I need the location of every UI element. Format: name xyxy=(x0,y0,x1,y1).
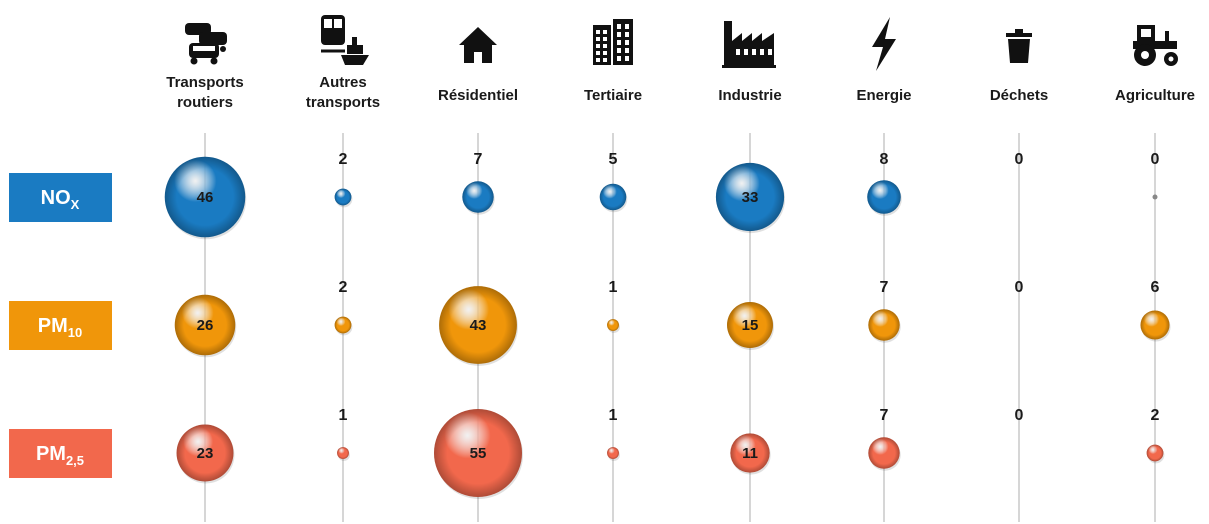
bubble-value-label: 55 xyxy=(470,445,487,462)
bubble-value-label: 0 xyxy=(1151,151,1160,168)
bubble-shade xyxy=(434,409,522,497)
category-label: Energie xyxy=(856,87,911,104)
bubble-value-label: 2 xyxy=(339,151,348,168)
category-label: Résidentiel xyxy=(438,87,518,104)
category-label: Déchets xyxy=(990,87,1048,104)
train-ship-icon xyxy=(321,15,369,65)
bubble-value-label: 0 xyxy=(1015,279,1024,296)
bubble-shade xyxy=(727,302,773,348)
category-label: Tertiaire xyxy=(584,87,642,104)
bubble-value-label: 7 xyxy=(474,151,483,168)
cars-icon xyxy=(185,23,227,65)
bubble-shade xyxy=(607,319,619,331)
bubble-shade xyxy=(715,162,785,232)
bubble-value-label: 7 xyxy=(880,279,889,296)
category-label: Autres xyxy=(319,74,367,91)
bubble-value-label: 7 xyxy=(880,407,889,424)
bubble-value-label: 8 xyxy=(880,151,889,168)
bubble-shade xyxy=(337,447,349,459)
tractor-icon xyxy=(1133,25,1178,66)
office-building-icon xyxy=(593,19,633,65)
pollutant-main: PM xyxy=(36,443,66,465)
lightning-icon xyxy=(872,17,896,71)
bubble-shade xyxy=(334,188,352,206)
bubble-value-label: 15 xyxy=(742,317,759,334)
bubble-value-label: 43 xyxy=(470,317,487,334)
house-icon xyxy=(459,27,497,63)
bubble-value-label: 0 xyxy=(1015,151,1024,168)
bubble-value-label: 1 xyxy=(339,407,348,424)
bubble-value-label: 11 xyxy=(742,445,758,462)
bubble-shade xyxy=(868,309,900,341)
pollutant-subscript: 10 xyxy=(68,325,82,340)
bubble-value-label: 23 xyxy=(197,445,214,462)
category-label: Industrie xyxy=(718,87,781,104)
bubble-value-label: 6 xyxy=(1151,279,1160,296)
bubble-shade xyxy=(462,181,494,213)
category-label: Transports xyxy=(166,74,244,91)
pollutant-label: NOX xyxy=(41,187,80,212)
pollutant-label: PM2,5 xyxy=(36,443,84,468)
category-label: routiers xyxy=(177,94,233,111)
bubble-shade xyxy=(174,294,236,356)
pollutant-label-box xyxy=(9,173,112,222)
category-label: transports xyxy=(306,94,380,111)
pollutant-subscript: X xyxy=(71,197,80,212)
bubble-value-label: 2 xyxy=(339,279,348,296)
bubble-shade xyxy=(176,424,234,482)
bubble-zero-dot xyxy=(1152,194,1158,200)
bubble-value-label: 33 xyxy=(742,189,759,206)
bubble-shade xyxy=(599,183,627,211)
bubble-value-label: 1 xyxy=(609,407,618,424)
bubble-shade xyxy=(607,447,619,459)
bubble-shade xyxy=(867,180,901,214)
pollutant-label-box xyxy=(9,429,112,478)
pollutant-main: PM xyxy=(38,315,68,337)
bubble-shade xyxy=(730,433,770,473)
pollutant-label: PM10 xyxy=(38,315,82,340)
bubble-value-label: 5 xyxy=(609,151,618,168)
pollutant-label-box xyxy=(9,301,112,350)
factory-icon xyxy=(722,21,776,68)
pollutant-main: NO xyxy=(41,187,71,209)
category-label: Agriculture xyxy=(1115,87,1195,104)
trash-icon xyxy=(1006,29,1032,63)
bubble-value-label: 2 xyxy=(1151,407,1160,424)
bubble-shade xyxy=(868,437,900,469)
bubble-value-label: 46 xyxy=(197,189,214,206)
bubble-value-label: 26 xyxy=(197,317,214,334)
bubble-shade xyxy=(1146,444,1164,462)
pollutant-subscript: 2,5 xyxy=(66,453,84,468)
bubble-shade xyxy=(439,286,517,364)
bubble-shade xyxy=(334,316,352,334)
bubble-value-label: 0 xyxy=(1015,407,1024,424)
bubble-shade xyxy=(164,156,246,238)
bubble-value-label: 1 xyxy=(609,279,618,296)
bubble-shade xyxy=(1140,310,1170,340)
